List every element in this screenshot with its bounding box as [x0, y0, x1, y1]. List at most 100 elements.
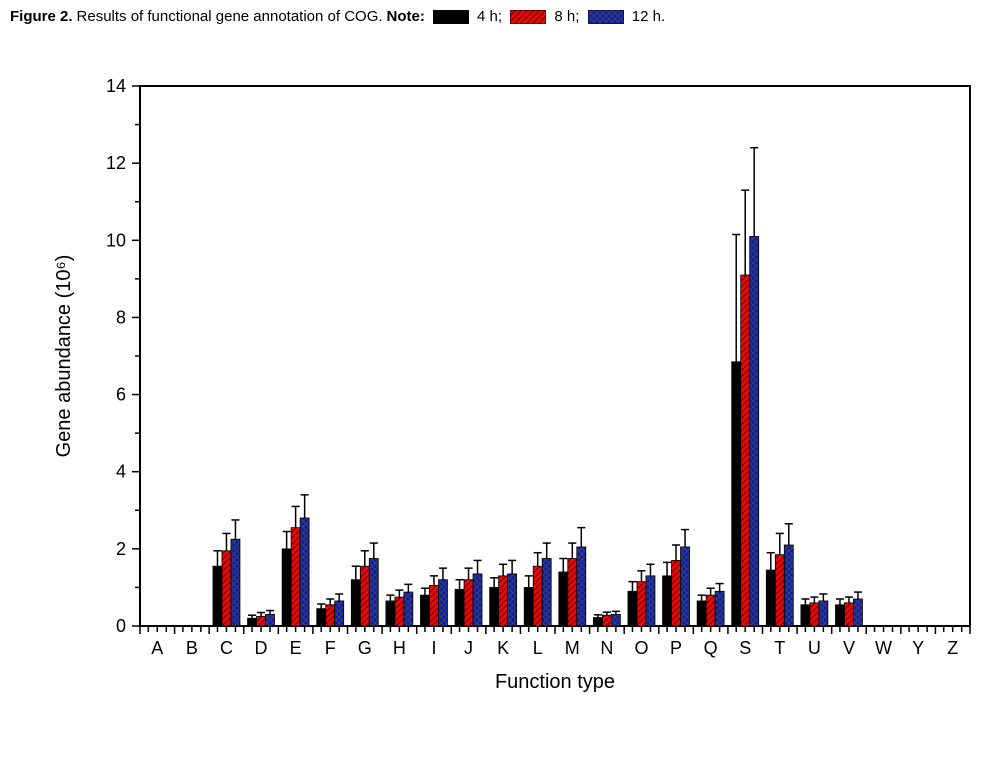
x-tick-label: B [186, 638, 198, 658]
bar-12h [369, 559, 378, 627]
bar-4h [213, 566, 222, 626]
bar-12h [681, 547, 690, 626]
x-tick-label: I [431, 638, 436, 658]
plot-border [140, 86, 970, 626]
figure-label: Figure 2. [10, 8, 73, 26]
bar-4h [524, 587, 533, 626]
x-tick-label: C [220, 638, 233, 658]
bar-8h [464, 580, 473, 626]
bar-4h [420, 595, 429, 626]
y-tick-label: 4 [116, 462, 126, 482]
x-tick-label: U [808, 638, 821, 658]
bar-12h [611, 614, 620, 626]
bar-4h [317, 609, 326, 626]
legend-label-4h: 4 h; [473, 8, 506, 25]
y-tick-label: 2 [116, 539, 126, 559]
legend-swatch-12h [588, 10, 624, 24]
note-label: Note: [387, 8, 425, 26]
x-tick-label: F [325, 638, 336, 658]
x-tick-label: D [255, 638, 268, 658]
y-tick-label: 12 [106, 153, 126, 173]
x-tick-label: O [634, 638, 648, 658]
x-tick-label: H [393, 638, 406, 658]
bar-4h [455, 589, 464, 626]
x-tick-label: G [358, 638, 372, 658]
y-tick-label: 0 [116, 616, 126, 636]
x-tick-label: Y [912, 638, 924, 658]
bar-12h [508, 574, 517, 626]
x-tick-label: V [843, 638, 855, 658]
x-tick-label: S [739, 638, 751, 658]
bar-12h [715, 591, 724, 626]
bar-4h [490, 587, 499, 626]
bar-12h [646, 576, 655, 626]
y-tick-label: 8 [116, 307, 126, 327]
x-tick-label: M [565, 638, 580, 658]
bar-4h [282, 549, 291, 626]
y-axis-title: Gene abundance (10⁶) [53, 255, 75, 458]
bar-12h [473, 574, 482, 626]
bar-8h [326, 605, 335, 626]
bar-12h [542, 559, 551, 627]
x-tick-label: P [670, 638, 682, 658]
bar-8h [533, 566, 542, 626]
bar-4h [593, 618, 602, 626]
bar-8h [291, 528, 300, 626]
bar-8h [257, 616, 266, 626]
bar-12h [266, 614, 275, 626]
bar-4h [351, 580, 360, 626]
bar-4h [732, 362, 741, 626]
bar-12h [819, 601, 828, 626]
bar-8h [741, 275, 750, 626]
bar-8h [810, 603, 819, 626]
bar-4h [835, 605, 844, 626]
bar-8h [429, 586, 438, 627]
legend-label-8h: 8 h; [550, 8, 583, 25]
bar-12h [404, 592, 413, 626]
legend: 4 h; 8 h; 12 h. [429, 8, 665, 26]
legend-label-12h: 12 h. [628, 8, 666, 25]
bar-12h [853, 599, 862, 626]
bar-12h [750, 236, 759, 626]
bar-12h [577, 547, 586, 626]
y-tick-label: 14 [106, 76, 126, 96]
bar-4h [766, 570, 775, 626]
x-tick-label: N [600, 638, 613, 658]
bar-8h [706, 595, 715, 626]
x-tick-label: T [774, 638, 785, 658]
x-tick-label: E [290, 638, 302, 658]
bar-8h [222, 551, 231, 626]
bar-4h [801, 605, 810, 626]
legend-swatch-4h [433, 10, 469, 24]
bar-8h [602, 615, 611, 626]
bar-12h [231, 539, 240, 626]
bar-12h [438, 580, 447, 626]
bar-4h [663, 576, 672, 626]
bar-8h [637, 582, 646, 626]
bar-4h [628, 591, 637, 626]
figure-title: Results of functional gene annotation of… [77, 8, 383, 26]
bar-8h [360, 566, 369, 626]
x-tick-label: Q [704, 638, 718, 658]
x-tick-label: Z [947, 638, 958, 658]
y-tick-label: 6 [116, 385, 126, 405]
legend-swatch-8h [510, 10, 546, 24]
x-axis-title: Function type [495, 671, 615, 693]
bar-4h [248, 618, 257, 626]
bar-4h [697, 601, 706, 626]
bar-8h [499, 576, 508, 626]
bar-12h [300, 518, 309, 626]
bar-4h [559, 572, 568, 626]
figure-caption: Figure 2. Results of functional gene ann… [0, 0, 999, 26]
bar-8h [568, 559, 577, 627]
bar-8h [775, 555, 784, 626]
x-tick-label: W [875, 638, 892, 658]
bar-12h [784, 545, 793, 626]
y-tick-label: 10 [106, 230, 126, 250]
bar-8h [395, 597, 404, 626]
bar-8h [672, 560, 681, 626]
x-tick-label: A [151, 638, 163, 658]
bar-12h [335, 601, 344, 626]
bar-8h [844, 603, 853, 626]
cog-chart: 02468101214ABCDEFGHIJKLMNOPQSTUVWYZGene … [0, 26, 999, 746]
